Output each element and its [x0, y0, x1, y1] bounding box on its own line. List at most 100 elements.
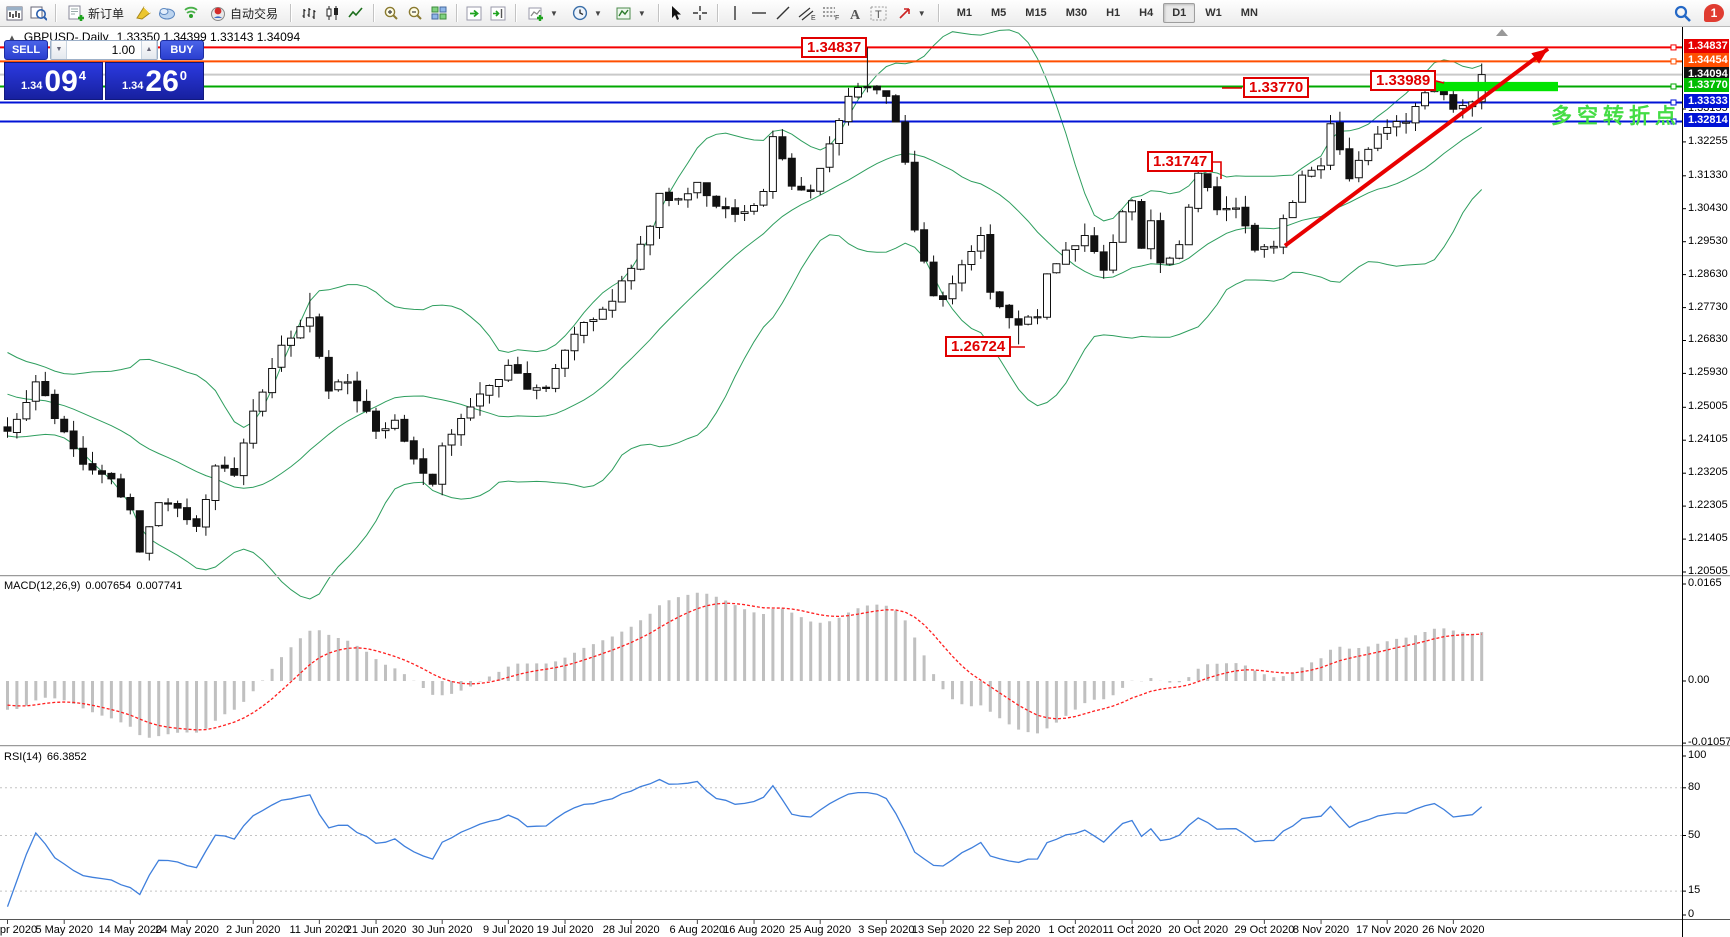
- price-tick-label: 1.20505: [1688, 564, 1728, 577]
- price-axis[interactable]: 1.331551.322551.313301.304301.295301.286…: [1683, 27, 1730, 937]
- text-label-icon[interactable]: T: [867, 2, 891, 24]
- svg-text:22 Sep 2020: 22 Sep 2020: [978, 924, 1040, 936]
- fibonacci-icon[interactable]: F: [819, 2, 843, 24]
- tf-button-d1[interactable]: D1: [1163, 3, 1196, 23]
- candlestick-icon[interactable]: [320, 2, 344, 24]
- chart-corner-icon: ▲: [8, 32, 16, 42]
- autotrading-button[interactable]: 自动交易: [203, 2, 285, 24]
- signals-icon[interactable]: [179, 2, 203, 24]
- notification-badge[interactable]: 1: [1704, 4, 1724, 22]
- text-icon[interactable]: A: [843, 2, 867, 24]
- auto-scroll-icon[interactable]: [462, 2, 486, 24]
- chinese-note[interactable]: 多空转折点: [1551, 104, 1681, 128]
- sell-button[interactable]: SELL: [4, 40, 48, 60]
- notification-count: 1: [1710, 6, 1718, 20]
- new-chart-icon[interactable]: [2, 2, 26, 24]
- arrow-object-icon: [899, 8, 910, 19]
- volume-increase-button[interactable]: ▲: [141, 41, 157, 59]
- buy-price-big: 26: [145, 65, 179, 98]
- rsi-value: 66.3852: [46, 751, 87, 763]
- toolbar: 新订单 自动交易 ▼ ▼: [0, 0, 1730, 27]
- svg-text:E: E: [811, 15, 816, 21]
- chart-profile-icon[interactable]: [155, 2, 179, 24]
- indicators-button[interactable]: ▼: [521, 2, 565, 24]
- arrows-button[interactable]: ▼: [891, 2, 933, 24]
- svg-text:24 May 2020: 24 May 2020: [155, 924, 219, 936]
- price-tick-label: 1.26830: [1688, 333, 1728, 346]
- toolbar-separator: [290, 4, 292, 22]
- candlesticks[interactable]: [3, 47, 1486, 561]
- metaeditor-icon[interactable]: [131, 2, 155, 24]
- svg-text:14 May 2020: 14 May 2020: [99, 924, 163, 936]
- tf-button-m15[interactable]: M15: [1025, 7, 1047, 19]
- panel-separators[interactable]: [0, 575, 1730, 920]
- chart-shift-icon[interactable]: [486, 2, 510, 24]
- volume-value[interactable]: 1.00: [111, 43, 135, 57]
- price-tag: 1.33770: [1684, 78, 1729, 93]
- tile-windows-icon[interactable]: [427, 2, 451, 24]
- price-tag: 1.32814: [1684, 113, 1729, 128]
- price-tick-label: 1.24105: [1688, 433, 1728, 446]
- vertical-line-icon[interactable]: [723, 2, 747, 24]
- chart-shift-marker[interactable]: [1496, 29, 1508, 36]
- bollinger-bands: [7, 29, 1483, 600]
- data-window-icon[interactable]: [26, 2, 50, 24]
- templates-button[interactable]: ▼: [609, 2, 653, 24]
- bar-chart-icon[interactable]: [296, 2, 320, 24]
- svg-text:13 Sep 2020: 13 Sep 2020: [912, 924, 974, 936]
- sell-price-box[interactable]: 1.34 09 4: [4, 62, 103, 100]
- svg-text:3 Sep 2020: 3 Sep 2020: [858, 924, 914, 936]
- volume-stepper: ▼ 1.00 ▲: [50, 40, 158, 60]
- svg-text:25 Aug 2020: 25 Aug 2020: [789, 924, 851, 936]
- price-callout[interactable]: 1.26724: [945, 336, 1012, 357]
- toolbar-separator: [55, 4, 56, 22]
- trend-arrow[interactable]: [1283, 47, 1550, 248]
- zoom-out-icon[interactable]: [403, 2, 427, 24]
- price-callout[interactable]: 1.33989: [1370, 70, 1437, 91]
- tf-button-h1[interactable]: H1: [1106, 7, 1121, 19]
- tf-button-m1[interactable]: M1: [956, 7, 972, 19]
- cursor-icon[interactable]: [664, 2, 688, 24]
- tf-button-w1[interactable]: W1: [1205, 7, 1222, 19]
- toolbar-separator: [937, 4, 939, 22]
- price-callout[interactable]: 1.31747: [1147, 151, 1214, 172]
- sell-price-prefix: 1.34: [20, 80, 43, 92]
- price-callout[interactable]: 1.34837: [801, 37, 868, 58]
- tf-button-h4[interactable]: H4: [1139, 7, 1154, 19]
- price-tick-label: 1.30430: [1688, 201, 1728, 214]
- search-icon[interactable]: [1670, 2, 1694, 24]
- macd-name: MACD(12,26,9): [4, 580, 81, 592]
- svg-text:30 Jun 2020: 30 Jun 2020: [412, 924, 473, 936]
- buy-button[interactable]: BUY: [160, 40, 204, 60]
- zoom-in-icon[interactable]: [379, 2, 403, 24]
- buy-price-box[interactable]: 1.34 26 0: [105, 62, 204, 100]
- macd-scale-label: 0.0165: [1688, 576, 1722, 589]
- timeframe-group: M1 M5 M15 M30 H1 H4 D1 W1 MN: [948, 3, 1267, 23]
- autotrading-label: 自动交易: [230, 6, 279, 21]
- volume-decrease-button[interactable]: ▼: [51, 41, 67, 59]
- new-order-button[interactable]: 新订单: [61, 2, 131, 24]
- price-tick-label: 1.25930: [1688, 366, 1728, 379]
- sell-price-big: 09: [44, 65, 78, 98]
- svg-text:20 Oct 2020: 20 Oct 2020: [1168, 924, 1228, 936]
- trendline-icon[interactable]: [771, 2, 795, 24]
- price-tag: 1.34094: [1684, 66, 1729, 81]
- template-icon: [616, 7, 631, 19]
- line-chart-icon[interactable]: [344, 2, 368, 24]
- tf-button-m5[interactable]: M5: [991, 7, 1007, 19]
- new-order-icon: [68, 5, 84, 21]
- price-callout[interactable]: 1.33770: [1243, 77, 1310, 98]
- equidistant-channel-icon[interactable]: E: [795, 2, 819, 24]
- rsi-scale-label: 15: [1688, 884, 1701, 897]
- periods-button[interactable]: ▼: [565, 2, 609, 24]
- price-tick-label: 1.32255: [1688, 134, 1728, 147]
- horizontal-line-icon[interactable]: [747, 2, 771, 24]
- crosshair-icon[interactable]: [688, 2, 712, 24]
- tf-button-mn[interactable]: MN: [1240, 7, 1258, 19]
- tf-button-m30[interactable]: M30: [1065, 7, 1088, 19]
- one-click-trading-panel: SELL ▼ 1.00 ▲ BUY 1.34 09 4 1.34 26 0: [4, 40, 204, 100]
